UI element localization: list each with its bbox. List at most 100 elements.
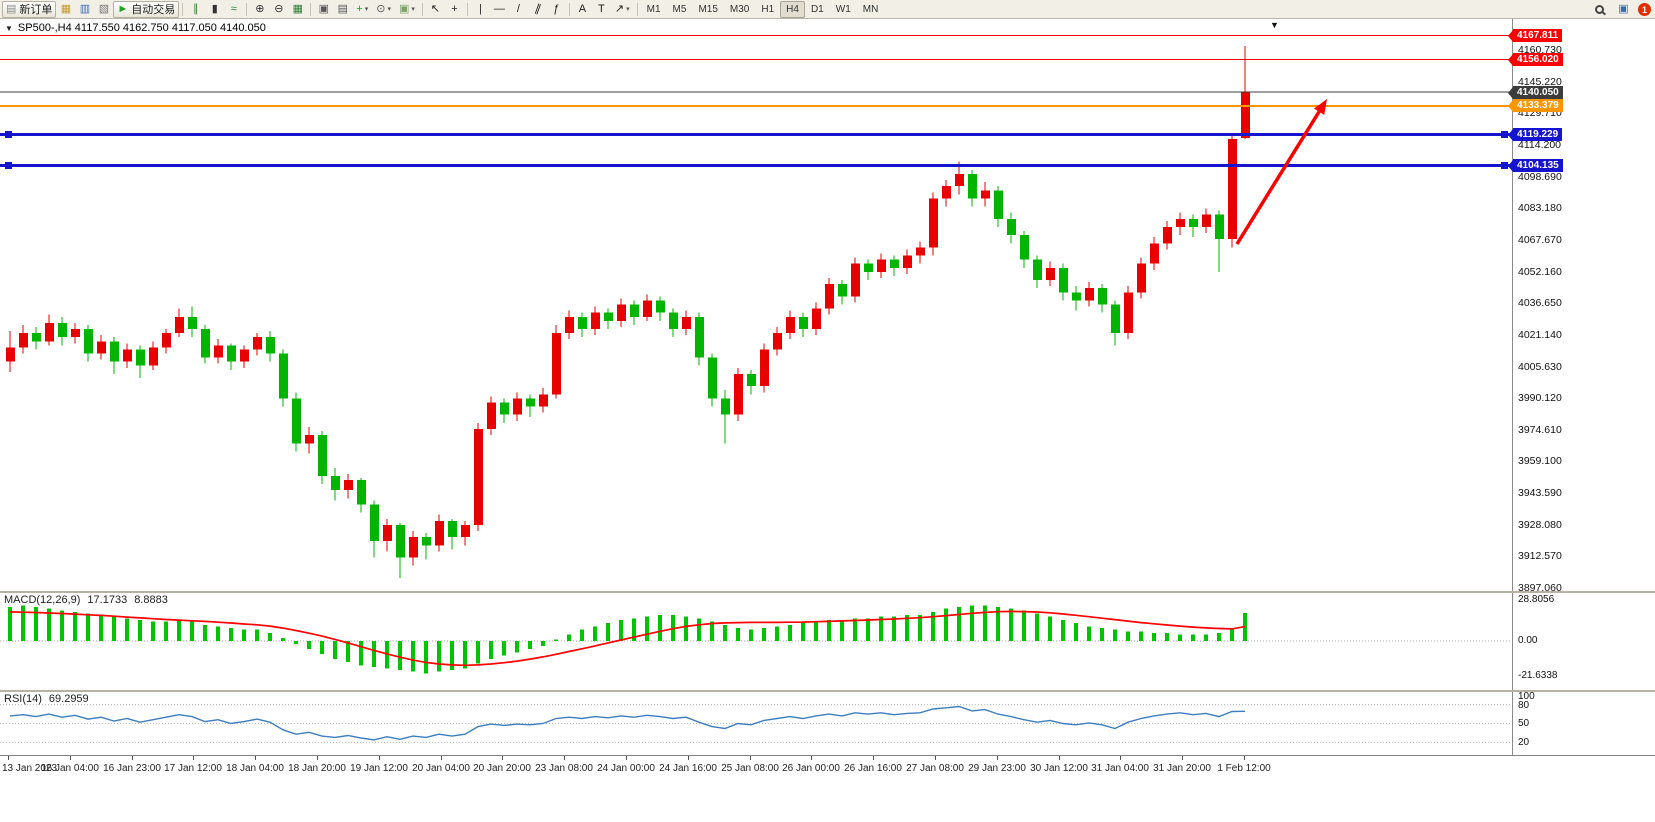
time-tick [255,756,256,760]
fibonacci-button[interactable]: ƒ [547,1,566,18]
zoom-out-button[interactable]: ⊖ [269,1,288,18]
timeframe-m30-button[interactable]: M30 [729,3,750,15]
fibonacci-icon: ƒ [553,2,560,15]
horizontal-line-button[interactable]: — [490,1,509,18]
search-button[interactable] [1590,1,1609,18]
time-axis-label: 26 Jan 00:00 [782,763,840,774]
macd-value-main: 17.1733 [87,594,128,606]
new-chart-button[interactable]: + ▾ [352,1,372,18]
badge-pointer-icon [1508,99,1513,112]
timeframe-mn-button[interactable]: MN [862,3,879,15]
rsi-line [9,705,1246,741]
autotrade-button[interactable]: ► 自动交易 [113,0,180,18]
tile-windows-button[interactable]: ▦ [288,1,307,18]
trendline-button[interactable]: / [509,1,528,18]
time-tick [750,756,751,760]
line-chart-button[interactable]: ≈ [224,1,243,18]
time-tick [688,756,689,760]
period-button[interactable]: ⊙ ▾ [372,1,395,18]
price-badge-4156.020: 4156.020 [1508,53,1563,66]
price-chart-plot[interactable] [0,19,1513,591]
time-tick [8,756,9,760]
tile-windows-icon: ▦ [292,2,303,15]
macd-panel-splitter[interactable] [0,591,1655,593]
time-axis-label: 16 Jan 23:00 [103,763,161,774]
time-axis-label: 24 Jan 00:00 [597,763,655,774]
time-tick [70,756,71,760]
collapse-triangle-icon[interactable]: ▼ [5,23,13,33]
price-axis-label: 3912.570 [1518,550,1562,562]
panel-button[interactable]: ▣ [1614,1,1633,18]
time-axis-label: 23 Jan 08:00 [535,763,593,774]
arrowhead [1314,99,1327,115]
time-axis[interactable]: 13 Jan 2023 16 Jan 04:00 16 Jan 23:00 17 Ja… [0,755,1655,822]
trend-arrow-annotation[interactable] [1235,99,1327,245]
bar-chart-button[interactable]: ∥ [186,1,205,18]
price-badge-4104.135: 4104.135 [1508,159,1563,172]
rsi-axis-label: 80 [1518,700,1530,711]
time-tick [564,756,565,760]
navigator-icon: ▣ [318,2,329,15]
screenshot-button[interactable]: ▣ ▾ [395,1,419,18]
badge-pointer-icon [1508,29,1513,42]
timeframe-h1-button[interactable]: H1 [761,3,775,15]
navigator-button[interactable]: ▣ [314,1,333,18]
crosshair-icon: + [451,2,458,15]
macd-histogram [8,605,1247,674]
price-axis-label: 3897.060 [1518,582,1562,594]
timeframe-w1-button[interactable]: W1 [835,3,851,15]
data-window-button[interactable]: ▧ [94,1,113,18]
rsi-name: RSI(14) [4,693,42,705]
macd-axis-label: 0.00 [1518,635,1538,646]
zoom-in-icon: ⊕ [255,2,265,15]
channel-button[interactable]: ∥ [528,1,547,18]
dropdown-caret-icon: ▾ [364,6,369,13]
arrows-icon: ↗ [614,2,625,15]
timeframe-h4-button[interactable]: H4 [780,0,805,18]
price-axis-label: 4114.200 [1518,139,1562,151]
cursor-button[interactable]: ↖ [426,1,445,18]
timeframe-m1-button[interactable]: M1 [646,3,661,15]
dropdown-caret-icon: ▾ [626,6,630,13]
rsi-panel-plot[interactable] [0,692,1513,755]
level-lines-layer[interactable] [0,35,1512,169]
trendline-icon: / [516,2,520,15]
price-axis-label: 4145.220 [1518,76,1562,88]
terminal-icon: ▤ [337,2,348,15]
channel-icon: ∥ [532,1,543,16]
timeframe-m15-button[interactable]: M15 [698,3,718,15]
terminal-button[interactable]: ▤ [333,1,352,18]
timeframe-d1-button[interactable]: D1 [810,3,824,15]
time-tick [193,756,194,760]
timeframe-m5-button[interactable]: M5 [672,3,687,15]
time-tick [132,756,133,760]
time-axis-label: 25 Jan 08:00 [721,763,779,774]
time-axis-label: 19 Jan 12:00 [350,763,408,774]
bar-chart-icon: ∥ [193,2,199,15]
time-tick [441,756,442,760]
charts-button[interactable]: ▦ [56,1,75,18]
price-axis[interactable] [1513,19,1655,755]
new-order-button[interactable]: ▤ 新订单 [2,0,57,18]
time-axis-label: 29 Jan 23:00 [968,763,1026,774]
text-button[interactable]: A [573,1,592,18]
profiles-button[interactable]: ▥ [75,1,94,18]
autotrade-icon: ► [117,2,129,15]
vertical-line-button[interactable]: | [471,1,490,18]
price-axis-label: 3928.080 [1518,519,1562,531]
line-handle [1501,131,1508,139]
price-badge-4133.379: 4133.379 [1508,99,1563,112]
text-label-button[interactable]: T [592,1,611,18]
candlestick-chart-button[interactable]: ▮ [205,1,224,18]
rsi-panel-splitter[interactable] [0,690,1655,692]
crosshair-button[interactable]: + [445,1,464,18]
time-axis-label: 31 Jan 04:00 [1091,763,1149,774]
notification-badge[interactable]: 1 [1638,3,1651,16]
arrows-button[interactable]: ↗ ▾ [611,1,634,18]
line-handle [5,162,12,169]
candles-layer[interactable] [6,45,1250,578]
zoom-in-button[interactable]: ⊕ [250,1,269,18]
macd-panel-plot[interactable] [0,593,1513,690]
chart-title-bar: ▼ SP500-,H4 4117.550 4162.750 4117.050 4… [5,22,266,34]
